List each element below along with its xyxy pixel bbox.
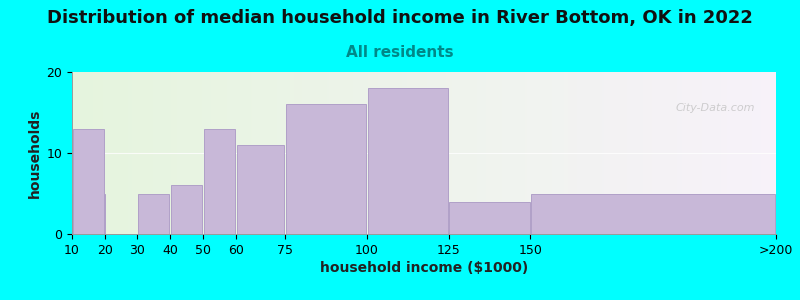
X-axis label: household income ($1000): household income ($1000)	[320, 261, 528, 275]
Y-axis label: households: households	[28, 108, 42, 198]
Bar	[286, 104, 366, 234]
Bar	[73, 129, 104, 234]
Bar	[531, 194, 775, 234]
Bar	[171, 185, 202, 234]
Bar	[367, 88, 448, 234]
Bar	[237, 145, 284, 234]
Bar	[72, 194, 105, 234]
Text: Distribution of median household income in River Bottom, OK in 2022: Distribution of median household income …	[47, 9, 753, 27]
Text: All residents: All residents	[346, 45, 454, 60]
Text: City-Data.com: City-Data.com	[675, 103, 755, 112]
Bar	[204, 129, 235, 234]
Bar	[138, 194, 170, 234]
Bar	[450, 202, 530, 234]
